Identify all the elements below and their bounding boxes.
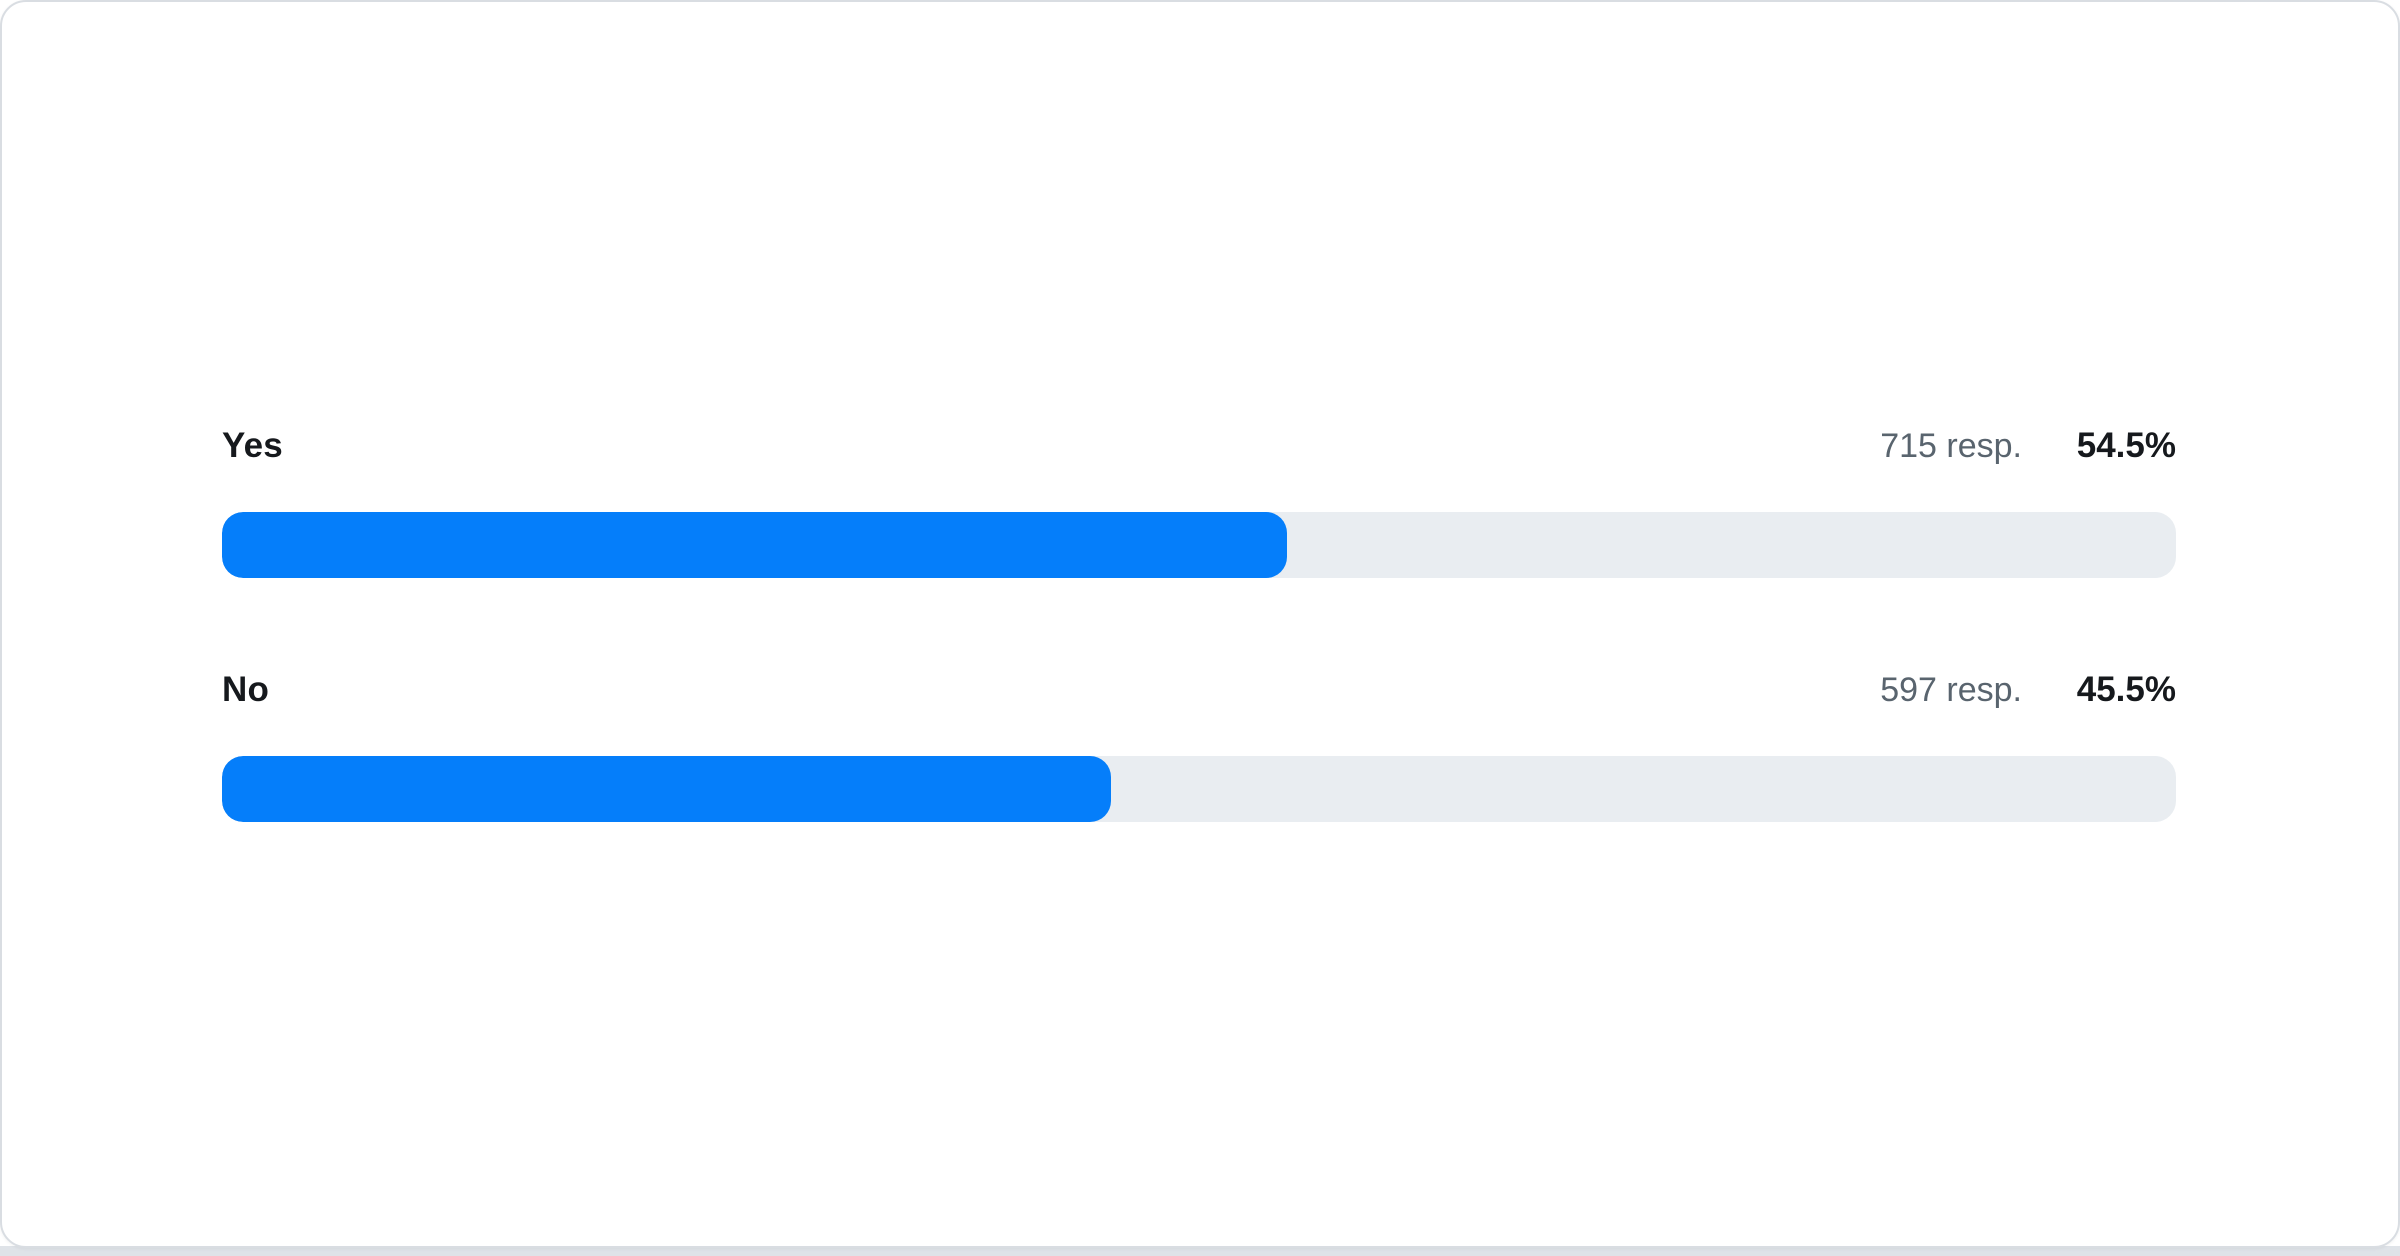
- result-bar-fill: [222, 512, 1287, 578]
- percent-value: 54.5%: [2076, 426, 2176, 465]
- page-background-strip: [0, 1246, 2400, 1256]
- result-bar-track: [222, 512, 2176, 578]
- poll-results: Yes 715 resp. 54.5% No 597 resp. 45.5%: [222, 2, 2176, 1246]
- responses-count: 597 resp.: [1880, 671, 2022, 709]
- option-label: No: [222, 670, 270, 709]
- result-row-header: No 597 resp. 45.5%: [222, 670, 2176, 710]
- result-row-meta: 715 resp. 54.5%: [1880, 426, 2176, 466]
- result-bar-track: [222, 756, 2176, 822]
- result-row-meta: 597 resp. 45.5%: [1880, 670, 2176, 710]
- result-bar-fill: [222, 756, 1112, 822]
- result-row: No 597 resp. 45.5%: [222, 670, 2176, 822]
- result-row: Yes 715 resp. 54.5%: [222, 426, 2176, 578]
- option-label: Yes: [222, 426, 283, 465]
- result-row-header: Yes 715 resp. 54.5%: [222, 426, 2176, 466]
- responses-count: 715 resp.: [1880, 427, 2022, 465]
- percent-value: 45.5%: [2076, 670, 2176, 709]
